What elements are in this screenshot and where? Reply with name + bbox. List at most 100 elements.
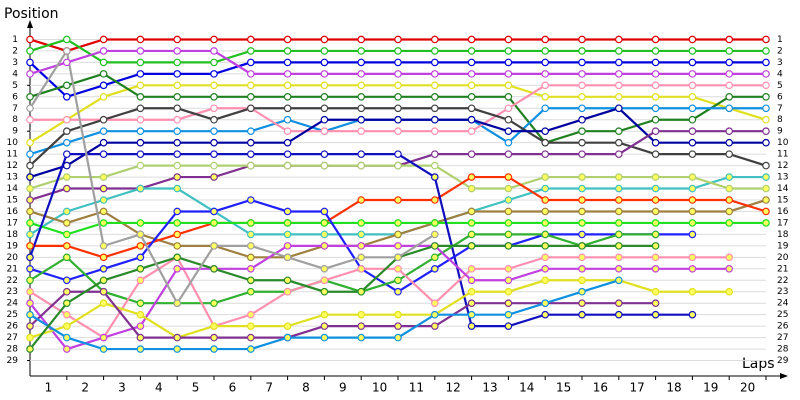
lap-marker xyxy=(725,81,734,90)
lap-marker xyxy=(320,322,329,330)
lap-marker xyxy=(210,219,218,227)
lap-marker xyxy=(173,173,182,181)
lap-marker xyxy=(430,310,439,319)
y-tick-label: 11 xyxy=(7,150,18,160)
lap-marker xyxy=(688,35,697,44)
lap-marker xyxy=(247,104,255,113)
lap-marker xyxy=(578,58,586,67)
lap-marker xyxy=(541,93,550,101)
lap-marker xyxy=(26,184,34,193)
y-tick-label-right: 22 xyxy=(777,276,788,286)
lap-marker xyxy=(357,47,366,55)
lap-marker xyxy=(688,47,697,55)
lap-marker xyxy=(26,173,34,181)
lap-marker xyxy=(210,345,218,353)
lap-marker xyxy=(688,264,697,273)
lap-marker xyxy=(283,115,292,124)
lap-marker xyxy=(651,58,660,67)
lap-marker xyxy=(320,35,329,44)
y-tick-label-right: 12 xyxy=(777,161,788,171)
lap-marker xyxy=(26,47,34,55)
lap-marker xyxy=(614,47,623,55)
lap-marker xyxy=(541,184,550,193)
lap-marker xyxy=(320,230,329,239)
y-tick-label-right: 4 xyxy=(777,69,783,79)
lap-marker xyxy=(504,219,513,227)
lap-marker xyxy=(357,35,366,44)
lap-marker xyxy=(394,264,402,273)
lap-marker xyxy=(63,47,71,55)
x-tick-label: 12 xyxy=(446,381,461,395)
lap-marker xyxy=(136,345,145,353)
y-axis-label: Position xyxy=(4,6,59,22)
y-tick-label-right: 21 xyxy=(777,264,788,274)
lap-marker xyxy=(99,207,108,216)
lap-marker xyxy=(394,253,402,262)
lap-marker xyxy=(467,242,476,250)
y-tick-label: 26 xyxy=(7,322,19,332)
lap-marker xyxy=(173,127,182,136)
lap-marker xyxy=(467,230,476,239)
lap-marker xyxy=(99,35,108,44)
lap-marker xyxy=(63,173,71,181)
lap-marker xyxy=(210,150,218,158)
lap-marker xyxy=(394,322,402,330)
lap-marker xyxy=(541,299,550,308)
lap-marker xyxy=(210,81,218,90)
lap-marker xyxy=(651,81,660,90)
lap-marker xyxy=(283,35,292,44)
lap-marker xyxy=(688,310,697,319)
lap-marker xyxy=(173,253,182,262)
lap-marker xyxy=(320,161,329,170)
lap-marker xyxy=(541,104,550,113)
lap-marker xyxy=(578,104,586,113)
lap-marker xyxy=(504,276,513,285)
lap-marker xyxy=(467,173,476,181)
lap-marker xyxy=(725,219,734,227)
lap-marker xyxy=(614,81,623,90)
y-tick-label-right: 6 xyxy=(777,92,783,102)
y-tick-label: 27 xyxy=(7,333,18,343)
series-line xyxy=(29,244,730,351)
lap-marker xyxy=(541,253,550,262)
lap-marker xyxy=(430,299,439,308)
lap-marker xyxy=(210,47,218,55)
lap-marker xyxy=(762,104,770,113)
lap-marker xyxy=(467,299,476,308)
lap-marker xyxy=(688,287,697,296)
lap-marker xyxy=(136,310,145,319)
lap-marker xyxy=(651,93,660,101)
lap-marker xyxy=(651,264,660,273)
lap-marker xyxy=(210,35,218,44)
y-tick-label: 21 xyxy=(7,264,18,274)
lap-marker xyxy=(247,35,255,44)
lap-marker xyxy=(99,253,108,262)
lap-marker xyxy=(210,115,218,124)
lap-marker xyxy=(762,35,770,44)
x-tick-label: 20 xyxy=(740,381,755,395)
lap-marker xyxy=(430,81,439,90)
lap-marker xyxy=(688,230,697,239)
lap-marker xyxy=(725,196,734,204)
lap-marker xyxy=(247,70,255,78)
lap-marker xyxy=(357,310,366,319)
y-tick-label: 25 xyxy=(7,310,18,320)
lap-marker xyxy=(63,253,71,262)
lap-marker xyxy=(283,93,292,101)
y-tick-label-right: 13 xyxy=(777,173,788,183)
x-tick-label: 1 xyxy=(45,381,53,395)
lap-marker xyxy=(688,70,697,78)
lap-marker xyxy=(725,93,734,101)
y-tick-label-right: 29 xyxy=(777,356,789,366)
lap-marker xyxy=(357,93,366,101)
y-tick-label: 18 xyxy=(7,230,19,240)
lap-marker xyxy=(430,93,439,101)
lap-marker xyxy=(210,333,218,342)
lap-marker xyxy=(210,161,218,170)
lap-marker xyxy=(210,173,218,181)
lap-marker xyxy=(63,276,71,285)
lap-marker xyxy=(651,173,660,181)
lap-marker xyxy=(26,115,34,124)
lap-marker xyxy=(173,47,182,55)
lap-marker xyxy=(688,93,697,101)
